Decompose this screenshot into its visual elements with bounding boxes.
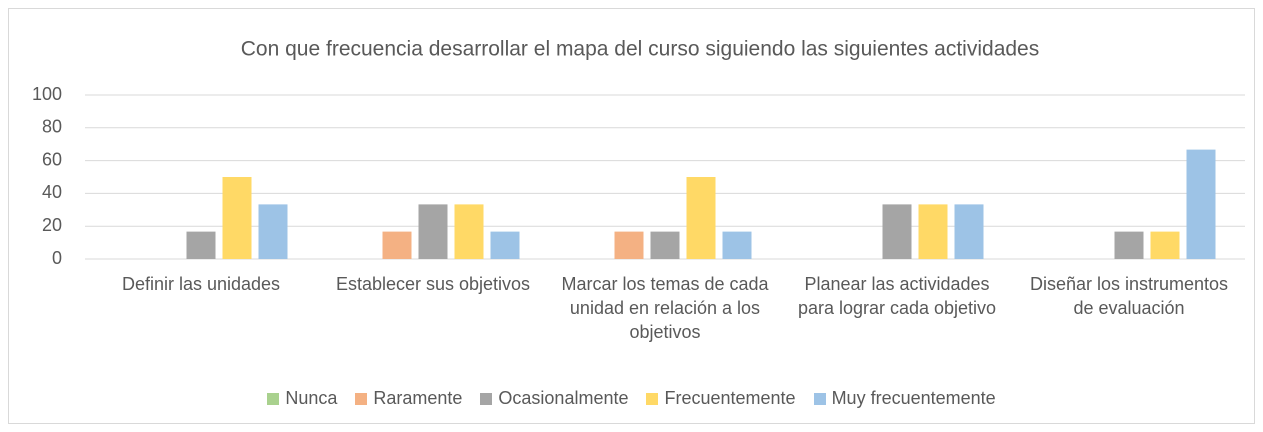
bar	[1186, 149, 1216, 259]
bar	[490, 231, 520, 259]
bar	[186, 231, 216, 259]
legend-item: Ocasionalmente	[480, 388, 628, 409]
legend-swatch	[480, 392, 493, 405]
bar	[882, 204, 912, 259]
y-tick-label: 40	[42, 182, 62, 202]
bar	[418, 204, 448, 259]
legend-label: Muy frecuentemente	[831, 388, 996, 408]
bar	[454, 204, 484, 259]
legend-item: Raramente	[355, 388, 462, 409]
bar	[1150, 231, 1180, 259]
legend-swatch	[646, 392, 659, 405]
chart-title: Con que frecuencia desarrollar el mapa d…	[241, 38, 1039, 61]
x-tick-label: Definir las unidades	[121, 274, 281, 294]
y-tick-label: 80	[42, 117, 62, 137]
bar	[650, 231, 680, 259]
legend-item: Frecuentemente	[646, 388, 796, 409]
legend-label: Ocasionalmente	[498, 388, 629, 408]
legend-swatch	[267, 392, 280, 405]
legend-item: Nunca	[267, 388, 337, 409]
legend-swatch	[355, 392, 368, 405]
x-tick-label: Establecer sus objetivos	[335, 274, 531, 294]
bar	[686, 177, 716, 259]
bar	[222, 177, 252, 259]
y-tick-label: 100	[32, 84, 62, 104]
bar	[382, 231, 412, 259]
legend-label: Nunca	[285, 388, 338, 408]
x-tick-label: Marcar los temas de cada unidad en relac…	[561, 274, 769, 342]
y-tick-label: 60	[42, 149, 62, 169]
bar	[1114, 231, 1144, 259]
bar	[722, 231, 752, 259]
y-tick-label: 20	[42, 215, 62, 235]
x-tick-label: Planear las actividades para lograr cada…	[797, 274, 997, 318]
legend-swatch	[813, 392, 826, 405]
y-tick-label: 0	[52, 248, 62, 268]
legend-label: Raramente	[373, 388, 463, 408]
chart-border	[8, 8, 1255, 424]
bar	[614, 231, 644, 259]
legend-label: Frecuentemente	[664, 388, 796, 408]
bar	[954, 204, 984, 259]
legend: Nunca Raramente Ocasionalmente Frecuentemen…	[0, 388, 1263, 409]
x-tick-label: Diseñar los instrumentos de evaluación	[1029, 274, 1229, 318]
bar	[918, 204, 948, 259]
legend-item: Muy frecuentemente	[813, 388, 996, 409]
bar	[258, 204, 288, 259]
